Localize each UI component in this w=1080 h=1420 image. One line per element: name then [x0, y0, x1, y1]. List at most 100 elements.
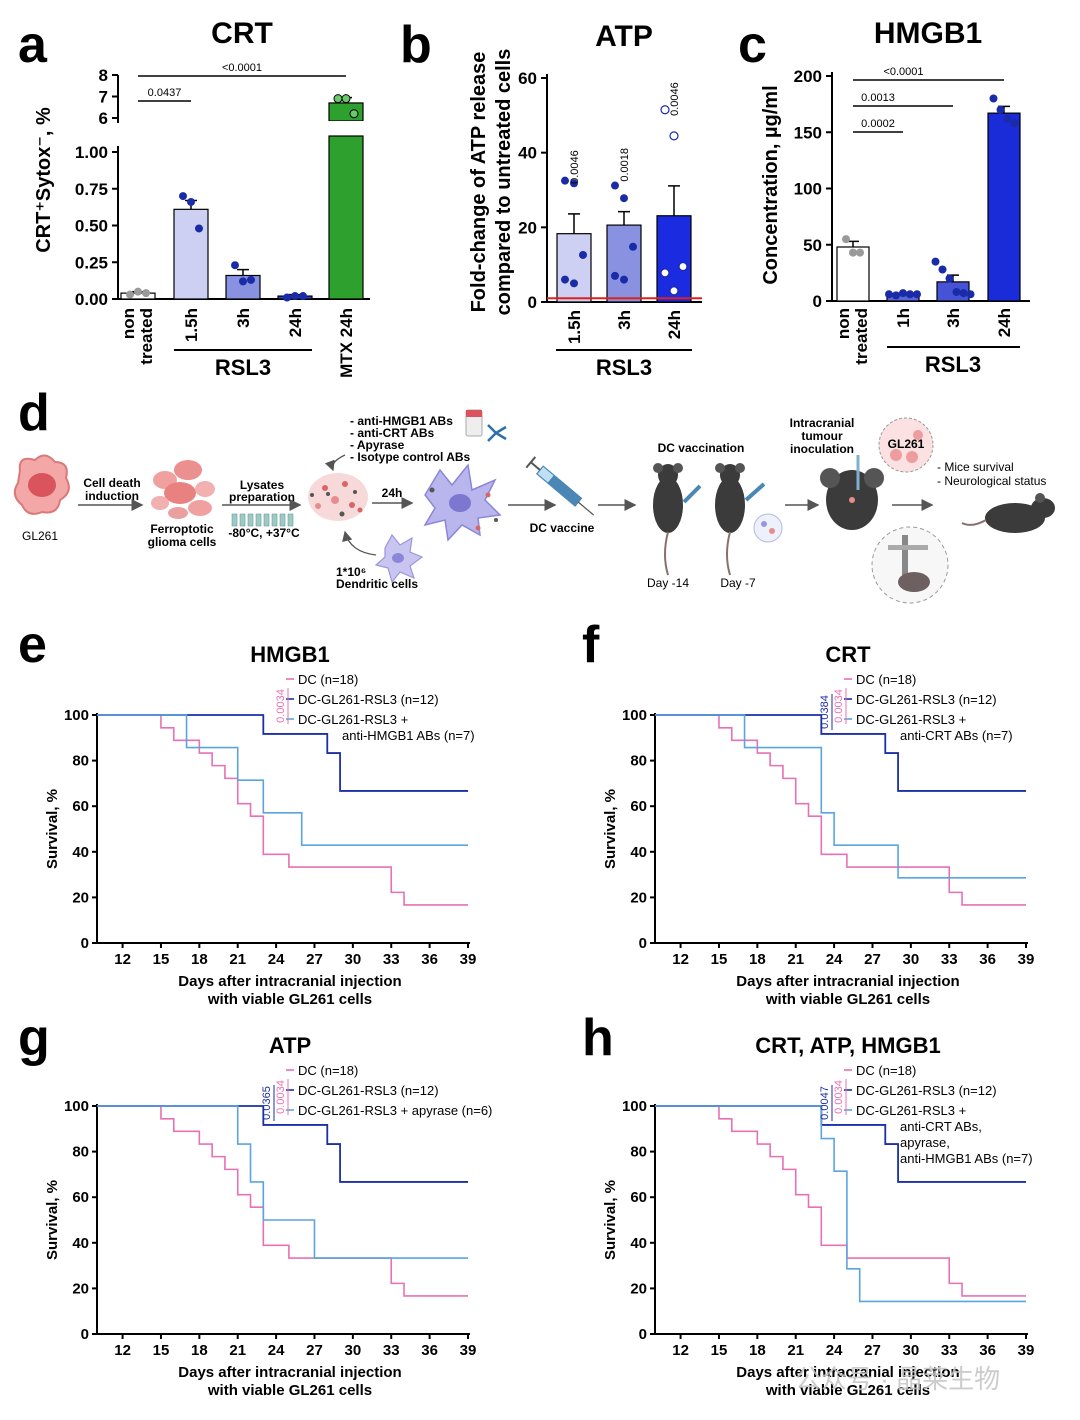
chart-b-point — [570, 279, 578, 288]
chart-f-xtick-label: 21 — [787, 951, 804, 968]
chart-a-point — [142, 289, 150, 298]
chart-h-xtick-label: 15 — [711, 1342, 728, 1359]
chart-f-title: CRT — [825, 642, 871, 667]
chart-e-legend-label: anti-HMGB1 ABs (n=7) — [342, 728, 475, 743]
chart-f-ytick-label: 20 — [630, 889, 647, 906]
chart-b-ylabel-line2: compared to untreated cells — [493, 49, 515, 316]
chart-e-title: HMGB1 — [250, 642, 329, 667]
chart-e-pvalue: 0.0034 — [275, 689, 287, 723]
chart-c-ytick-label: 150 — [794, 123, 822, 142]
chart-h-pvalue: 0.0047 — [819, 1086, 831, 1120]
chart-h-ytick-label: 80 — [630, 1144, 647, 1161]
chart-a-point — [134, 287, 142, 296]
chart-f-xtick-label: 24 — [826, 951, 843, 968]
chart-b-ylabel-line1: Fold-change of ATP release — [468, 52, 490, 313]
chart-f-ytick-label: 40 — [630, 844, 647, 861]
chart-a-xtick-label: MTX 24h — [337, 308, 356, 378]
chart-a-point — [126, 290, 134, 299]
chart-e-xlabel-line1: Days after intracranial injection — [178, 973, 401, 990]
chart-h-survival-combined: CRT, ATP, HMGB1 Survival, % 0 20 40 60 80 100 12… — [602, 1033, 1034, 1399]
chart-e-xlabel-line2: with viable GL261 cells — [207, 991, 372, 1008]
chart-a-ytick-label: 0.25 — [75, 253, 108, 272]
dendritic-line1: 1*10⁶ — [336, 565, 366, 579]
chart-g-ylabel: Survival, % — [44, 1180, 61, 1260]
chart-h-xtick-label: 21 — [787, 1342, 804, 1359]
chart-b-point — [561, 275, 569, 284]
chart-f-series-line — [655, 714, 1026, 879]
chart-b-ytick-label: 40 — [518, 144, 537, 163]
chart-b-ytick-label: 60 — [518, 69, 537, 88]
chart-g-series-line — [97, 1105, 468, 1297]
chart-c-xtick-label: 3h — [944, 308, 963, 328]
chart-f-ytick-label: 0 — [639, 935, 647, 952]
chart-h-ylabel: Survival, % — [602, 1180, 619, 1260]
chart-h-legend-label: DC-GL261-RSL3 (n=12) — [856, 1083, 997, 1098]
chart-f-xtick-label: 30 — [903, 951, 920, 968]
chart-b-point — [620, 275, 628, 284]
chart-c-ytick-label: 0 — [813, 292, 822, 311]
panel-letter-c: c — [738, 16, 767, 74]
chart-c-point — [931, 257, 940, 266]
chart-f-xtick-label: 12 — [672, 951, 689, 968]
ferroptotic-line2: glioma cells — [148, 535, 217, 549]
chart-g-xtick-label: 21 — [229, 1342, 246, 1359]
chart-a-point — [179, 192, 187, 201]
chart-f-xlabel-line1: Days after intracranial injection — [736, 973, 959, 990]
chart-c-point — [913, 290, 921, 299]
chart-e-ytick-label: 0 — [81, 935, 89, 952]
chart-e-ylabel: Survival, % — [44, 789, 61, 869]
mouse-day7-icon — [715, 463, 783, 576]
chart-h-xtick-label: 24 — [826, 1342, 843, 1359]
chart-e-xtick-label: 36 — [421, 951, 438, 968]
chart-e-survival-hmgb1: HMGB1 Survival, % 0 20 40 60 80 100 12 15 18 21 24 27… — [44, 642, 476, 1008]
chart-h-xtick-label: 36 — [979, 1342, 996, 1359]
chart-b-point — [660, 105, 670, 115]
antibody-bottle-icon — [465, 409, 507, 442]
chart-b-ytick-label: 20 — [518, 218, 537, 237]
chart-a-ytick-label: 0.50 — [75, 217, 108, 236]
antibody-line4: - Isotype control ABs — [350, 450, 471, 464]
chart-e-xtick-label: 15 — [153, 951, 170, 968]
chart-a-bar — [328, 135, 364, 300]
chart-a-point — [195, 224, 203, 233]
chart-b-point — [678, 261, 688, 272]
chart-g-legend-label: DC-GL261-RSL3 + apyrase (n=6) — [298, 1103, 492, 1118]
cell-death-line1: Cell death — [83, 476, 140, 490]
chart-h-legend-label: anti-CRT ABs, — [900, 1119, 982, 1134]
chart-f-pvalue: 0.0384 — [819, 695, 831, 729]
chart-c-point — [856, 248, 864, 257]
chart-a-xtick-label: 1.5h — [182, 308, 201, 342]
chart-b-xtick-label: 1.5h — [565, 310, 584, 344]
loaded-dendritic-cell-icon — [423, 463, 502, 542]
chart-g-series-line — [97, 1105, 468, 1183]
chart-e-series-line — [97, 714, 468, 846]
mouse-day14-icon — [653, 463, 702, 576]
chart-c-ylabel: Concentration, µg/ml — [760, 85, 782, 284]
chart-a-point — [341, 94, 351, 104]
chart-h-xtick-label: 18 — [749, 1342, 766, 1359]
intracranial-line3: inoculation — [790, 442, 854, 456]
chart-b-ytick-label: 0 — [528, 293, 537, 312]
chart-c-point — [1003, 114, 1012, 123]
panel-letter-f: f — [582, 616, 600, 674]
intracranial-line2: tumour — [801, 429, 843, 443]
chart-c-hmgb1: HMGB1 Concentration, µg/ml 0 50 100 150 200 non… — [760, 17, 1030, 377]
chart-h-series-line — [655, 1105, 1026, 1303]
lysate-debris-icon — [308, 473, 368, 521]
panel-letter-a: a — [18, 16, 48, 74]
dendritic-line2: Dendritic cells — [336, 577, 418, 591]
chart-a-ytick-label: 7 — [99, 88, 108, 107]
chart-c-xtick-label: treated — [852, 308, 871, 365]
chart-b-point — [669, 286, 679, 296]
chart-c-point — [966, 290, 975, 299]
chart-a-point — [247, 275, 255, 284]
chart-b-group-label: RSL3 — [596, 355, 652, 380]
gl261-label: GL261 — [22, 529, 58, 543]
chart-h-xtick-label: 30 — [903, 1342, 920, 1359]
chart-g-ytick-label: 0 — [81, 1326, 89, 1343]
chart-a-crt: CRT CRT⁺Sytox⁻, % 0.00 0.25 0.50 0.75 1.00 6 7 8 n… — [33, 17, 370, 380]
chart-a-pvalue: <0.0001 — [222, 62, 262, 74]
gl261-bubble-icon — [878, 417, 934, 473]
chart-f-xlabel-line2: with viable GL261 cells — [765, 991, 930, 1008]
chart-c-xtick-label: non — [834, 308, 853, 339]
